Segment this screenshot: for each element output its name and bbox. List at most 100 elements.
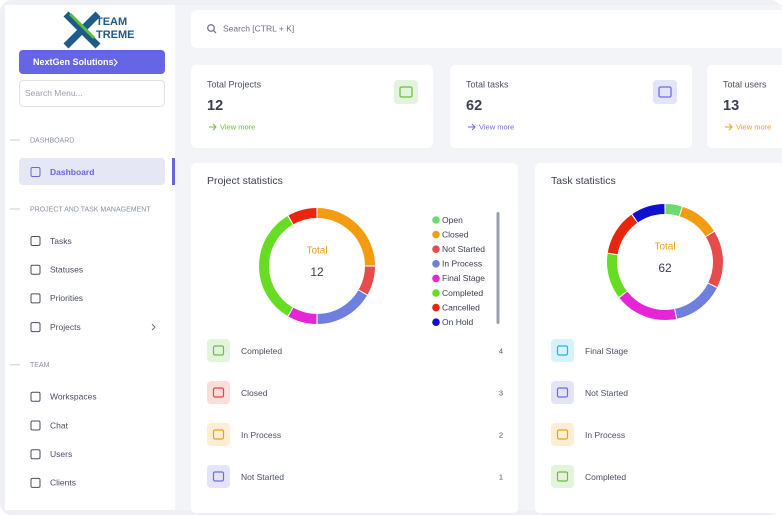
status-label: Not Started — [241, 472, 284, 482]
card-bg — [191, 65, 433, 148]
input-box — [19, 80, 165, 107]
stat-card: Total Projects 12 View more — [191, 65, 433, 148]
menu-item[interactable]: Projects — [30, 322, 156, 333]
menu-section: PROJECT AND TASK MANAGEMENT — [30, 206, 151, 213]
card-bg — [707, 65, 782, 148]
legend-label: Cancelled — [442, 302, 480, 312]
menu-item[interactable]: Clients — [30, 478, 76, 488]
status-icon-bg — [207, 423, 230, 446]
status-row[interactable]: Not Started — [551, 381, 628, 404]
chevron — [151, 323, 156, 331]
status-icon-bg — [551, 381, 574, 404]
stat-label: Total tasks — [466, 79, 509, 89]
menu-label: Projects — [50, 322, 81, 332]
menu-icon — [30, 167, 41, 177]
global-search[interactable]: Search [CTRL + K] — [191, 10, 782, 48]
center-label: Total — [306, 246, 327, 257]
button-label: NextGen Solutions — [33, 57, 114, 67]
status-label: In Process — [585, 430, 625, 440]
menu-icon — [30, 264, 41, 275]
status-icon-bg — [551, 339, 574, 362]
menu-section: DASHBOARD — [30, 137, 74, 144]
view-more-link[interactable]: View more — [209, 122, 255, 131]
status-icon-bg — [551, 423, 574, 446]
menu-item[interactable]: Statuses — [30, 264, 83, 275]
donut-segment — [358, 266, 375, 295]
legend-label: Not Started — [442, 244, 485, 254]
card-icon — [399, 86, 413, 98]
donut-segment — [317, 290, 367, 324]
stat-card: Total tasks 62 View more — [450, 65, 692, 148]
menu-label: Tasks — [50, 236, 72, 246]
menu-item[interactable]: Workspaces — [30, 392, 97, 402]
status-icon — [556, 429, 569, 440]
menu-icon — [30, 322, 41, 333]
status-count: 3 — [499, 388, 503, 397]
center-label: Total — [654, 242, 675, 253]
status-row[interactable]: In Process 2 — [207, 423, 503, 446]
status-row[interactable]: Completed 4 — [207, 339, 503, 362]
active-indicator — [172, 158, 175, 185]
content: DASHBOARD Dashboard PROJECT AND TASK MANAG… — [10, 65, 782, 513]
menu-item[interactable]: Dashboard — [19, 158, 175, 185]
menu-icon — [30, 420, 41, 431]
legend-label: In Process — [442, 259, 482, 269]
stat-value: 12 — [207, 98, 223, 114]
arrow-icon — [725, 123, 733, 131]
donut-segment — [288, 307, 317, 324]
menu-label: Chat — [50, 420, 69, 430]
link-label: View more — [220, 122, 255, 131]
arrow-icon — [209, 123, 217, 131]
stat-label: Total Projects — [207, 79, 262, 89]
donut-segment — [259, 216, 293, 316]
legend-swatch — [432, 303, 440, 312]
donut-segment — [607, 253, 627, 298]
logo-text: TREME — [96, 29, 135, 41]
donut-segment — [619, 291, 677, 320]
legend-label: Closed — [442, 229, 469, 239]
menu-label: Users — [50, 449, 72, 459]
workspace-button[interactable]: NextGen Solutions — [19, 50, 165, 74]
donut-segment — [288, 208, 317, 225]
menu-item[interactable]: Tasks — [30, 236, 72, 246]
status-row[interactable]: Closed 3 — [207, 381, 503, 404]
menu-item[interactable]: Priorities — [30, 293, 83, 304]
legend: Open Closed Not Started In Process Final Sta… — [432, 212, 500, 327]
link-label: View more — [736, 122, 771, 131]
status-icon — [212, 345, 225, 356]
status-row[interactable]: Completed — [551, 465, 626, 488]
menu-item[interactable]: Users — [30, 449, 72, 460]
status-row[interactable]: Not Started 1 — [207, 465, 503, 488]
status-icon — [556, 345, 569, 356]
status-count: 1 — [499, 472, 503, 481]
status-row[interactable]: In Process — [551, 423, 625, 446]
view-more-link[interactable]: View more — [725, 122, 771, 131]
link-label: View more — [479, 122, 514, 131]
stat-card: Total users 13 View more — [707, 65, 782, 148]
legend-label: Final Stage — [442, 273, 485, 283]
search-placeholder: Search [CTRL + K] — [223, 23, 294, 33]
active-bg — [19, 158, 165, 185]
menu-search[interactable]: Search Menu... — [19, 80, 165, 107]
status-count: 2 — [499, 430, 503, 439]
menu-section: TEAM — [30, 362, 50, 369]
menu-icon — [30, 449, 41, 460]
search-icon — [207, 24, 215, 32]
arrow-icon — [468, 123, 476, 131]
logo[interactable]: TEAM TREME — [22, 10, 156, 50]
card-bg — [450, 65, 692, 148]
stat-label: Total users — [723, 79, 767, 89]
menu-label: Statuses — [50, 264, 83, 274]
legend-swatch — [432, 216, 440, 224]
status-label: Completed — [241, 346, 282, 356]
legend-scrollbar — [496, 212, 500, 324]
status-row[interactable]: Final Stage — [551, 339, 628, 362]
view-more-link[interactable]: View more — [468, 122, 514, 131]
chart-title: Task statistics — [551, 175, 616, 187]
chart-title: Project statistics — [207, 175, 283, 187]
menu-icon — [30, 236, 41, 246]
status-label: Final Stage — [585, 346, 628, 356]
menu-item[interactable]: Chat — [30, 420, 69, 431]
